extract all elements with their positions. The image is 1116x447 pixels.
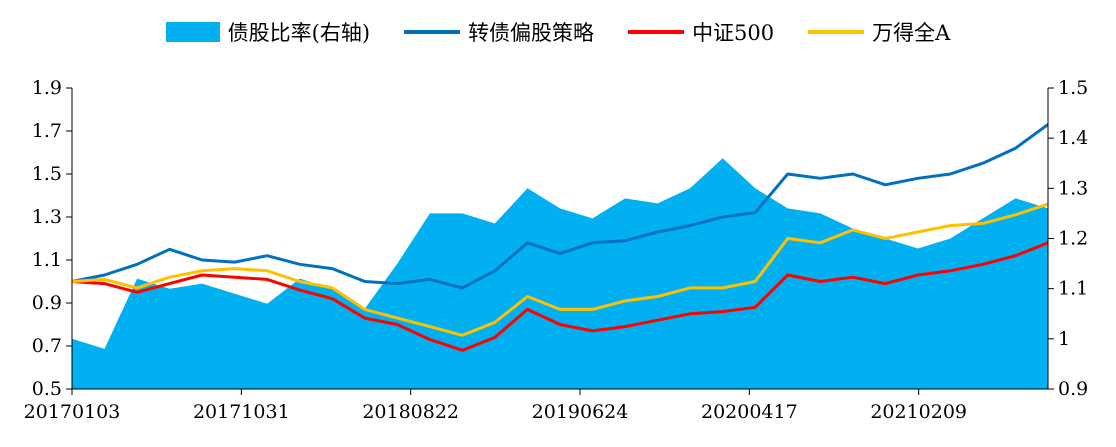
legend-swatch-area xyxy=(165,22,220,42)
y-tick-label-right: 1.2 xyxy=(1058,228,1088,250)
x-tick-label: 20180822 xyxy=(362,401,459,423)
y-tick-label-right: 0.9 xyxy=(1058,378,1088,400)
legend-item-cb-equity-strategy: 转债偏股策略 xyxy=(404,17,594,47)
legend-item-csi500: 中证500 xyxy=(628,17,774,47)
legend-label: 中证500 xyxy=(692,21,775,45)
y-tick-label-left: 0.9 xyxy=(32,292,62,314)
x-tick-label: 20200417 xyxy=(701,401,798,423)
series-line-3 xyxy=(71,202,1049,337)
legend-swatch-line xyxy=(808,30,865,34)
y-tick-label-left: 1.3 xyxy=(32,206,62,228)
x-tick-label: 20170103 xyxy=(24,401,121,423)
y-tick-label-right: 1.5 xyxy=(1058,77,1088,99)
y-tick-label-right: 1.4 xyxy=(1058,127,1088,149)
legend-label: 转债偏股策略 xyxy=(468,21,595,45)
y-tick-label-right: 1.3 xyxy=(1058,177,1088,199)
chart-legend: 债股比率(右轴) 转债偏股策略 中证500 万得全A xyxy=(0,14,1116,50)
legend-swatch-line xyxy=(404,30,461,34)
y-tick-label-right: 1.1 xyxy=(1058,278,1088,300)
y-tick-label-left: 1.1 xyxy=(32,249,62,271)
legend-label: 债股比率(右轴) xyxy=(227,21,371,45)
x-tick-label: 20210209 xyxy=(870,401,967,423)
y-tick-label-left: 1.7 xyxy=(32,120,62,142)
legend-swatch-line xyxy=(628,30,685,34)
y-tick-label-right: 1 xyxy=(1058,328,1070,350)
y-tick-label-left: 0.7 xyxy=(32,335,62,357)
y-tick-label-left: 0.5 xyxy=(32,378,62,400)
x-tick-label: 20190624 xyxy=(532,401,629,423)
legend-item-bond-stock-ratio: 债股比率(右轴) xyxy=(165,17,371,47)
legend-item-wind-all-a: 万得全A xyxy=(808,17,950,47)
series-line-1 xyxy=(71,123,1049,290)
x-tick-label: 20171031 xyxy=(193,401,290,423)
y-tick-label-left: 1.9 xyxy=(32,77,62,99)
series-line-2 xyxy=(71,241,1049,352)
legend-label: 万得全A xyxy=(872,21,951,45)
series-area-0 xyxy=(72,158,1048,389)
y-tick-label-left: 1.5 xyxy=(32,163,62,185)
